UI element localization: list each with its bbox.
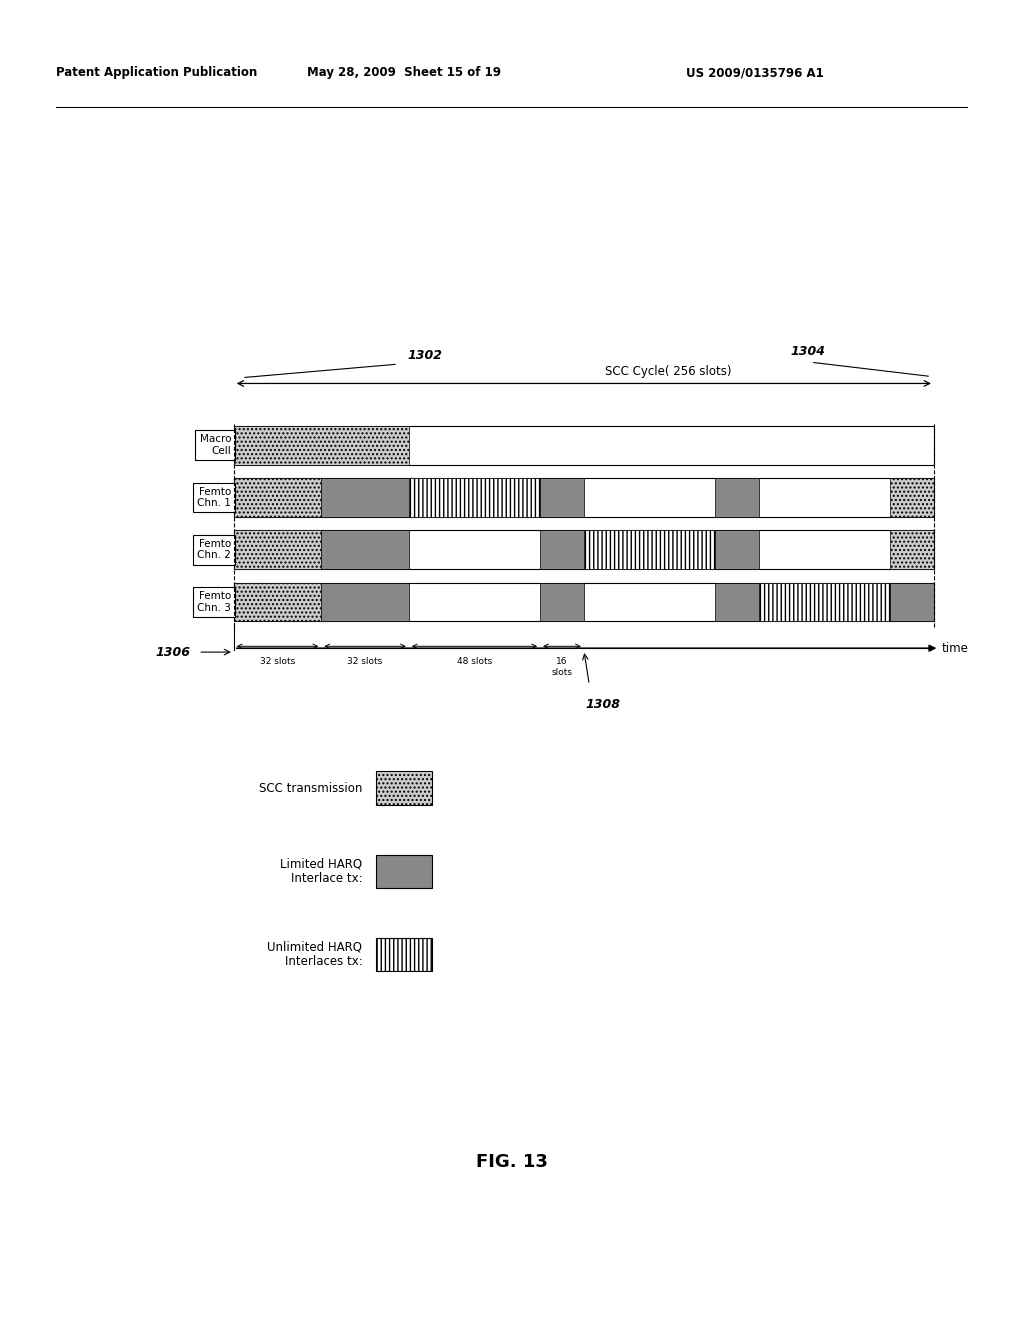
Text: Unlimited HARQ
Interlaces tx:: Unlimited HARQ Interlaces tx: (267, 940, 362, 969)
Text: SCC Cycle( 256 slots): SCC Cycle( 256 slots) (604, 364, 731, 378)
Bar (715, 582, 759, 622)
Bar (715, 478, 759, 517)
Bar (233, 478, 934, 517)
Bar (233, 531, 322, 569)
Bar (890, 582, 934, 622)
Bar (322, 478, 409, 517)
Bar (890, 531, 934, 569)
Bar (233, 582, 322, 622)
Bar (584, 531, 715, 569)
Bar (540, 478, 584, 517)
Text: Limited HARQ
Interlace tx:: Limited HARQ Interlace tx: (281, 857, 362, 886)
Bar (233, 582, 934, 622)
Text: 1302: 1302 (408, 350, 442, 362)
Bar (233, 426, 934, 465)
Text: 32 slots: 32 slots (260, 657, 295, 667)
Bar (233, 478, 322, 517)
Text: 1308: 1308 (586, 698, 621, 711)
Text: Patent Application Publication: Patent Application Publication (56, 66, 258, 79)
Text: May 28, 2009  Sheet 15 of 19: May 28, 2009 Sheet 15 of 19 (307, 66, 502, 79)
Bar (409, 478, 540, 517)
Text: time: time (942, 642, 969, 655)
Text: FIG. 13: FIG. 13 (476, 1152, 548, 1171)
Bar (322, 582, 409, 622)
Text: 1306: 1306 (155, 645, 190, 659)
Bar (322, 531, 409, 569)
Text: 48 slots: 48 slots (457, 657, 493, 667)
Text: 32 slots: 32 slots (347, 657, 383, 667)
Bar (890, 478, 934, 517)
Text: 16
slots: 16 slots (552, 657, 572, 677)
Text: Femto
Chn. 2: Femto Chn. 2 (198, 539, 231, 561)
Bar (377, 854, 432, 888)
Bar (233, 531, 934, 569)
Bar (715, 531, 759, 569)
Text: SCC transmission: SCC transmission (259, 781, 362, 795)
Text: US 2009/0135796 A1: US 2009/0135796 A1 (686, 66, 824, 79)
Text: 1304: 1304 (791, 346, 825, 358)
Bar (759, 582, 890, 622)
Bar (233, 426, 409, 465)
Bar (377, 771, 432, 805)
Text: Femto
Chn. 1: Femto Chn. 1 (198, 487, 231, 508)
Bar (540, 582, 584, 622)
Bar (377, 937, 432, 972)
Text: Femto
Chn. 3: Femto Chn. 3 (198, 591, 231, 612)
Bar (540, 531, 584, 569)
Text: Macro
Cell: Macro Cell (200, 434, 231, 457)
